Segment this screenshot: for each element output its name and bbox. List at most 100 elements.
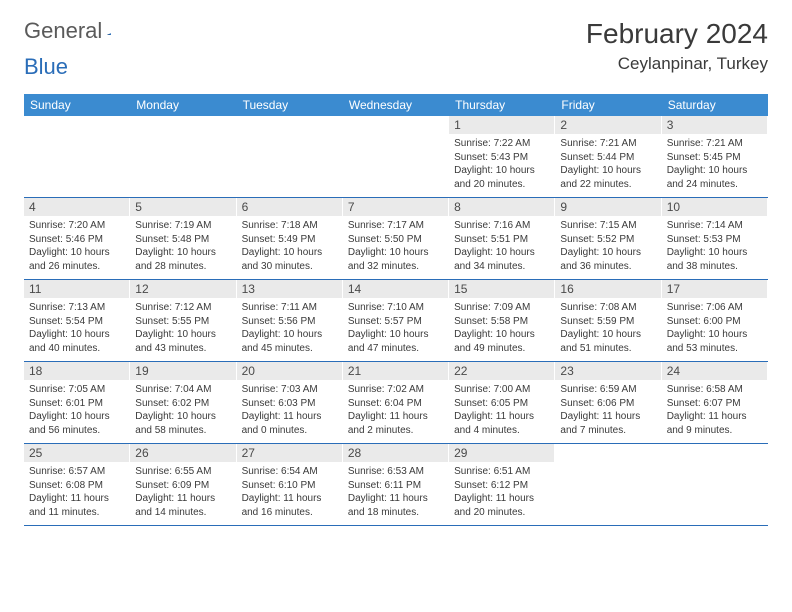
daylight-text-1: Daylight: 10 hours [454,164,549,178]
daylight-text-1: Daylight: 10 hours [348,246,443,260]
day-info: Sunrise: 7:14 AMSunset: 5:53 PMDaylight:… [667,219,762,273]
sunrise-text: Sunrise: 6:53 AM [348,465,443,479]
sunset-text: Sunset: 6:12 PM [454,479,549,493]
weekday-header-row: SundayMondayTuesdayWednesdayThursdayFrid… [24,94,768,116]
day-number: 14 [343,280,448,298]
daylight-text-2: and 26 minutes. [29,260,124,274]
sunrise-text: Sunrise: 7:21 AM [667,137,762,151]
weekday-header: Thursday [449,94,555,116]
weekday-header: Sunday [24,94,130,116]
sunrise-text: Sunrise: 6:57 AM [29,465,124,479]
weekday-header: Wednesday [343,94,449,116]
daylight-text-1: Daylight: 10 hours [560,328,655,342]
sunset-text: Sunset: 5:53 PM [667,233,762,247]
daylight-text-2: and 58 minutes. [135,424,230,438]
day-number: 8 [449,198,554,216]
day-cell: 3Sunrise: 7:21 AMSunset: 5:45 PMDaylight… [662,116,768,197]
sunrise-text: Sunrise: 7:03 AM [242,383,337,397]
daylight-text-1: Daylight: 10 hours [29,328,124,342]
sunrise-text: Sunrise: 7:08 AM [560,301,655,315]
day-info: Sunrise: 7:20 AMSunset: 5:46 PMDaylight:… [29,219,124,273]
sunset-text: Sunset: 5:54 PM [29,315,124,329]
daylight-text-2: and 0 minutes. [242,424,337,438]
daylight-text-2: and 53 minutes. [667,342,762,356]
sunset-text: Sunset: 6:08 PM [29,479,124,493]
sunset-text: Sunset: 5:45 PM [667,151,762,165]
daylight-text-2: and 45 minutes. [242,342,337,356]
month-title: February 2024 [586,18,768,50]
sunrise-text: Sunrise: 7:11 AM [242,301,337,315]
day-info: Sunrise: 7:10 AMSunset: 5:57 PMDaylight:… [348,301,443,355]
day-number: 4 [24,198,129,216]
day-cell [24,116,130,197]
daylight-text-1: Daylight: 11 hours [348,492,443,506]
day-info: Sunrise: 7:13 AMSunset: 5:54 PMDaylight:… [29,301,124,355]
day-cell: 4 Sunrise: 7:20 AMSunset: 5:46 PMDaylight… [24,198,130,279]
sunrise-text: Sunrise: 7:19 AM [135,219,230,233]
day-number: 1 [449,116,554,134]
week-row: 11Sunrise: 7:13 AMSunset: 5:54 PMDayligh… [24,280,768,362]
sunrise-text: Sunrise: 7:00 AM [454,383,549,397]
day-cell: 12Sunrise: 7:12 AMSunset: 5:55 PMDayligh… [130,280,236,361]
day-cell: 16Sunrise: 7:08 AMSunset: 5:59 PMDayligh… [555,280,661,361]
daylight-text-1: Daylight: 10 hours [667,164,762,178]
sunset-text: Sunset: 6:01 PM [29,397,124,411]
sunset-text: Sunset: 5:51 PM [454,233,549,247]
weekday-header: Monday [130,94,236,116]
day-info: Sunrise: 7:15 AMSunset: 5:52 PMDaylight:… [560,219,655,273]
day-number: 9 [555,198,660,216]
day-info: Sunrise: 7:19 AMSunset: 5:48 PMDaylight:… [135,219,230,273]
sunrise-text: Sunrise: 6:55 AM [135,465,230,479]
sunrise-text: Sunrise: 7:15 AM [560,219,655,233]
day-number: 23 [555,362,660,380]
day-cell: 18Sunrise: 7:05 AMSunset: 6:01 PMDayligh… [24,362,130,443]
day-number: 25 [24,444,129,462]
day-cell: 14 Sunrise: 7:10 AMSunset: 5:57 PMDayligh… [343,280,449,361]
sunrise-text: Sunrise: 7:09 AM [454,301,549,315]
day-cell [237,116,343,197]
daylight-text-1: Daylight: 11 hours [242,492,337,506]
day-info: Sunrise: 7:21 AMSunset: 5:45 PMDaylight:… [667,137,762,191]
day-cell: 11Sunrise: 7:13 AMSunset: 5:54 PMDayligh… [24,280,130,361]
day-info: Sunrise: 7:12 AMSunset: 5:55 PMDaylight:… [135,301,230,355]
weekday-header: Tuesday [237,94,343,116]
daylight-text-1: Daylight: 11 hours [348,410,443,424]
sunset-text: Sunset: 6:11 PM [348,479,443,493]
day-cell [343,116,449,197]
weekday-header: Friday [555,94,661,116]
sunset-text: Sunset: 5:43 PM [454,151,549,165]
sunset-text: Sunset: 5:52 PM [560,233,655,247]
weekday-header: Saturday [662,94,768,116]
daylight-text-1: Daylight: 11 hours [560,410,655,424]
daylight-text-1: Daylight: 10 hours [29,246,124,260]
day-number: 13 [237,280,342,298]
day-cell: 15Sunrise: 7:09 AMSunset: 5:58 PMDayligh… [449,280,555,361]
sunrise-text: Sunrise: 6:54 AM [242,465,337,479]
daylight-text-1: Daylight: 11 hours [135,492,230,506]
day-cell: 25Sunrise: 6:57 AMSunset: 6:08 PMDayligh… [24,444,130,525]
day-cell: 1 Sunrise: 7:22 AMSunset: 5:43 PMDaylight… [449,116,555,197]
day-number: 21 [343,362,448,380]
daylight-text-2: and 28 minutes. [135,260,230,274]
daylight-text-1: Daylight: 10 hours [242,328,337,342]
sunset-text: Sunset: 5:49 PM [242,233,337,247]
day-number: 7 [343,198,448,216]
day-info: Sunrise: 7:22 AMSunset: 5:43 PMDaylight:… [454,137,549,191]
day-cell: 2Sunrise: 7:21 AMSunset: 5:44 PMDaylight… [555,116,661,197]
day-info: Sunrise: 7:08 AMSunset: 5:59 PMDaylight:… [560,301,655,355]
daylight-text-2: and 11 minutes. [29,506,124,520]
day-cell: 10Sunrise: 7:14 AMSunset: 5:53 PMDayligh… [662,198,768,279]
daylight-text-1: Daylight: 11 hours [667,410,762,424]
daylight-text-2: and 24 minutes. [667,178,762,192]
day-cell: 8Sunrise: 7:16 AMSunset: 5:51 PMDaylight… [449,198,555,279]
day-number: 24 [662,362,767,380]
day-info: Sunrise: 6:59 AMSunset: 6:06 PMDaylight:… [560,383,655,437]
day-cell [662,444,768,525]
sunrise-text: Sunrise: 6:59 AM [560,383,655,397]
sunset-text: Sunset: 5:50 PM [348,233,443,247]
day-cell: 6Sunrise: 7:18 AMSunset: 5:49 PMDaylight… [237,198,343,279]
sunset-text: Sunset: 5:59 PM [560,315,655,329]
day-cell: 13Sunrise: 7:11 AMSunset: 5:56 PMDayligh… [237,280,343,361]
sunrise-text: Sunrise: 7:21 AM [560,137,655,151]
day-number: 6 [237,198,342,216]
